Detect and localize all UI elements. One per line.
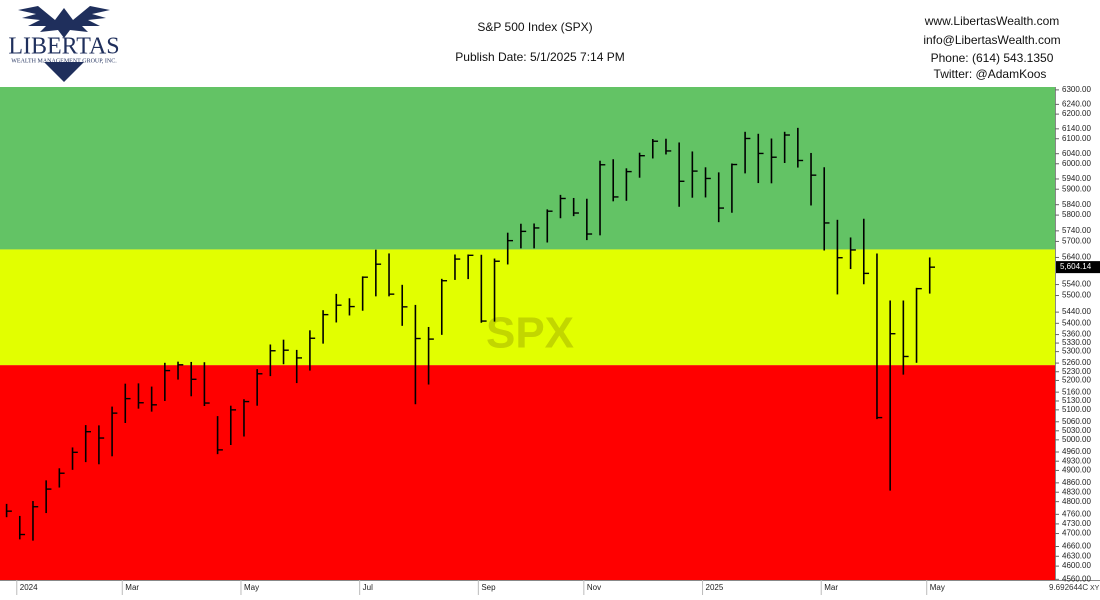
y-tick-label: 4960.00 <box>1062 447 1091 456</box>
chart-title: S&P 500 Index (SPX) <box>477 20 592 34</box>
y-tick-label: 5130.00 <box>1062 396 1091 405</box>
y-tick-label: 4700.00 <box>1062 529 1091 538</box>
last-price-box <box>1056 261 1100 274</box>
y-tick-label: 5640.00 <box>1062 253 1091 262</box>
x-tick-label: Nov <box>587 583 601 592</box>
y-tick-label: 4800.00 <box>1062 497 1091 506</box>
y-axis-panel <box>1055 87 1100 580</box>
y-tick-label: 5300.00 <box>1062 347 1091 356</box>
y-tick-label: 6100.00 <box>1062 134 1091 143</box>
y-tick-label: 4660.00 <box>1062 542 1091 551</box>
scale-note: 9.692644C <box>1049 583 1088 592</box>
watermark: SPX <box>486 309 574 358</box>
y-tick-label: 5800.00 <box>1062 210 1091 219</box>
y-tick-label: 5840.00 <box>1062 200 1091 209</box>
y-tick-label: 5900.00 <box>1062 184 1091 193</box>
logo-tagline: WEALTH MANAGEMENT GROUP, INC. <box>11 58 117 64</box>
y-tick-label: 5700.00 <box>1062 237 1091 246</box>
y-tick-label: 4930.00 <box>1062 456 1091 465</box>
contact-phone: Phone: (614) 543.1350 <box>931 51 1054 65</box>
y-tick-label: 5740.00 <box>1062 226 1091 235</box>
y-tick-label: 6200.00 <box>1062 109 1091 118</box>
y-tick-label: 5060.00 <box>1062 417 1091 426</box>
x-tick-label: Mar <box>824 583 838 592</box>
y-tick-label: 4600.00 <box>1062 561 1091 570</box>
x-axis-panel <box>0 580 1100 595</box>
y-tick-label: 4560.00 <box>1062 574 1091 583</box>
y-tick-label: 5160.00 <box>1062 387 1091 396</box>
y-tick-label: 6040.00 <box>1062 149 1091 158</box>
y-tick-label: 4730.00 <box>1062 519 1091 528</box>
x-tick-label: May <box>930 583 945 592</box>
y-tick-label: 4760.00 <box>1062 509 1091 518</box>
y-tick-label: 4900.00 <box>1062 466 1091 475</box>
logo-name: LIBERTAS <box>8 34 119 60</box>
y-tick-label: 5400.00 <box>1062 318 1091 327</box>
chart-subtitle: Publish Date: 5/1/2025 7:14 PM <box>455 50 624 64</box>
y-tick-label: 5440.00 <box>1062 307 1091 316</box>
last-price-label: 5,604.14 <box>1060 262 1092 271</box>
y-tick-label: 5200.00 <box>1062 376 1091 385</box>
logo-shield <box>44 62 84 82</box>
y-tick-label: 5230.00 <box>1062 367 1091 376</box>
y-tick-label: 5330.00 <box>1062 338 1091 347</box>
contact-website: www.LibertasWealth.com <box>924 14 1060 28</box>
y-tick-label: 5540.00 <box>1062 280 1091 289</box>
y-tick-label: 4860.00 <box>1062 478 1091 487</box>
logo: LIBERTAS WEALTH MANAGEMENT GROUP, INC. <box>8 6 120 82</box>
y-tick-label: 6140.00 <box>1062 124 1091 133</box>
scale-mode: XY <box>1090 585 1100 592</box>
logo-eagle <box>18 6 110 38</box>
x-tick-label: Jul <box>363 583 373 592</box>
zone-band <box>0 365 1055 580</box>
x-tick-label: 2025 <box>706 583 724 592</box>
x-tick-label: Mar <box>125 583 139 592</box>
y-tick-label: 4630.00 <box>1062 551 1091 560</box>
zone-band <box>0 249 1055 366</box>
contact-email: info@LibertasWealth.com <box>923 33 1060 47</box>
zone-band <box>0 87 1055 250</box>
x-tick-label: 2024 <box>20 583 38 592</box>
y-tick-label: 5260.00 <box>1062 358 1091 367</box>
y-tick-label: 5030.00 <box>1062 426 1091 435</box>
y-tick-label: 4830.00 <box>1062 487 1091 496</box>
y-tick-label: 5100.00 <box>1062 405 1091 414</box>
contact-twitter: Twitter: @AdamKoos <box>934 67 1047 81</box>
x-tick-label: Sep <box>481 583 496 592</box>
y-tick-label: 5360.00 <box>1062 330 1091 339</box>
y-tick-label: 6240.00 <box>1062 99 1091 108</box>
y-tick-label: 5500.00 <box>1062 291 1091 300</box>
y-tick-label: 5000.00 <box>1062 435 1091 444</box>
x-tick-label: May <box>244 583 259 592</box>
y-tick-label: 5940.00 <box>1062 174 1091 183</box>
y-tick-label: 6300.00 <box>1062 85 1091 94</box>
plot-area: SPX <box>0 87 1055 580</box>
y-tick-label: 6000.00 <box>1062 159 1091 168</box>
